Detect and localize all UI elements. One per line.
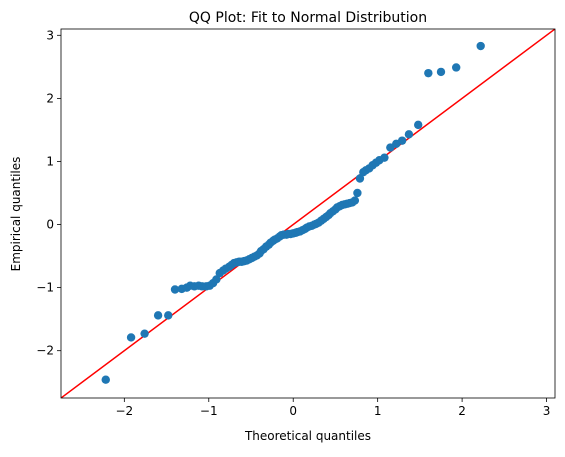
x-tick-label: −2 <box>115 404 133 418</box>
x-tick-label: −1 <box>200 404 218 418</box>
y-tick-label: 0 <box>46 218 54 232</box>
y-axis-label: Empirical quantiles <box>9 157 23 272</box>
x-tick-label: 1 <box>374 404 382 418</box>
x-tick-label: 2 <box>458 404 466 418</box>
y-tick-label: −2 <box>36 344 54 358</box>
data-point <box>101 375 110 384</box>
data-point <box>380 153 389 162</box>
y-tick-label: −1 <box>36 281 54 295</box>
data-point <box>170 285 180 294</box>
data-point <box>397 136 407 145</box>
data-point <box>355 174 365 183</box>
data-point <box>424 68 433 78</box>
reference-line <box>61 29 555 398</box>
y-tick-label: 2 <box>46 91 54 105</box>
data-point <box>452 63 461 72</box>
data-point <box>164 311 173 320</box>
data-point <box>140 329 149 338</box>
data-point <box>353 188 362 198</box>
data-point <box>153 311 163 320</box>
x-tick-label: 0 <box>289 404 297 418</box>
data-point <box>404 130 414 139</box>
plot-area-frame <box>60 28 556 399</box>
data-point <box>414 120 423 130</box>
data-point <box>350 196 360 205</box>
y-tick-label: 3 <box>46 28 54 42</box>
chart-title: QQ Plot: Fit to Normal Distribution <box>189 10 427 26</box>
data-point <box>126 333 136 342</box>
data-point <box>436 67 446 77</box>
data-point <box>476 41 485 51</box>
data-point <box>212 275 221 284</box>
x-axis-label: Theoretical quantiles <box>244 429 371 443</box>
y-tick-label: 1 <box>46 154 54 168</box>
x-tick-label: 3 <box>543 404 551 418</box>
